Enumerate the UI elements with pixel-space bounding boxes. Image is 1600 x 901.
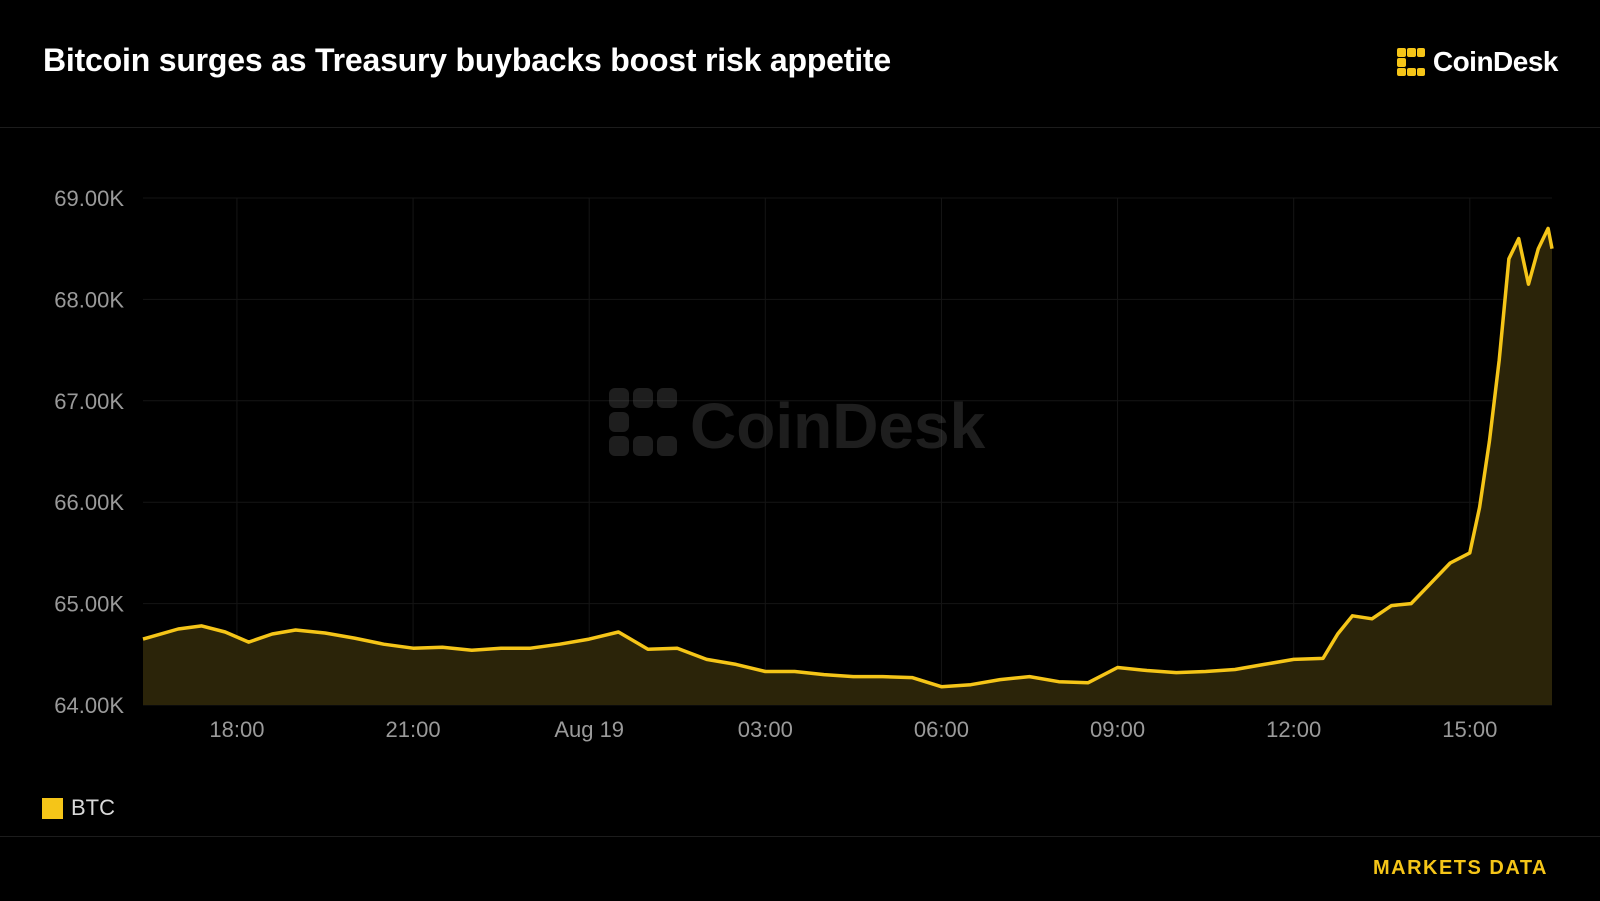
brand-logo: CoinDesk	[1395, 44, 1559, 80]
x-axis-ticks: 18:00 21:00 Aug 19 03:00 06:00 09:00 12:00 15:0…	[209, 717, 1497, 742]
y-tick-label: 66.00K	[54, 490, 124, 515]
btc-area-fill	[143, 228, 1552, 705]
x-tick-label: 06:00	[914, 717, 969, 742]
chart-header: Bitcoin surges as Treasury buybacks boos…	[0, 0, 1600, 128]
y-axis-ticks: 64.00K 65.00K 66.00K 67.00K 68.00K 69.00K	[54, 186, 124, 718]
price-chart: CoinDesk 64.00K65.00K66.00K67.00K68.00K6…	[54, 186, 1554, 742]
chart-legend: BTC	[42, 795, 115, 821]
chart-title: Bitcoin surges as Treasury buybacks boos…	[43, 42, 891, 78]
y-tick-label: 65.00K	[54, 592, 124, 617]
watermark-text: CoinDesk	[690, 390, 986, 462]
y-tick-label: 67.00K	[54, 389, 124, 414]
y-tick-label: 69.00K	[54, 186, 124, 211]
y-tick-label: 68.00K	[54, 287, 124, 312]
x-tick-label: 12:00	[1266, 717, 1321, 742]
x-tick-label: 09:00	[1090, 717, 1145, 742]
brand-name: CoinDesk	[1432, 46, 1559, 77]
coindesk-logo-icon	[1396, 48, 1425, 76]
legend-swatch-btc	[42, 797, 63, 819]
x-tick-label: 03:00	[738, 717, 793, 742]
x-tick-label: 21:00	[386, 717, 441, 742]
x-tick-label: 18:00	[209, 717, 264, 742]
x-tick-label: 15:00	[1442, 717, 1497, 742]
footer-divider	[0, 836, 1600, 837]
legend-label-btc: BTC	[71, 795, 115, 820]
footer-markets-data: MARKETS DATA	[1372, 857, 1548, 879]
y-tick-label: 64.00K	[54, 693, 124, 718]
x-tick-label: Aug 19	[554, 717, 624, 742]
btc-price-line	[142, 226, 1554, 689]
watermark: CoinDesk	[609, 388, 986, 462]
